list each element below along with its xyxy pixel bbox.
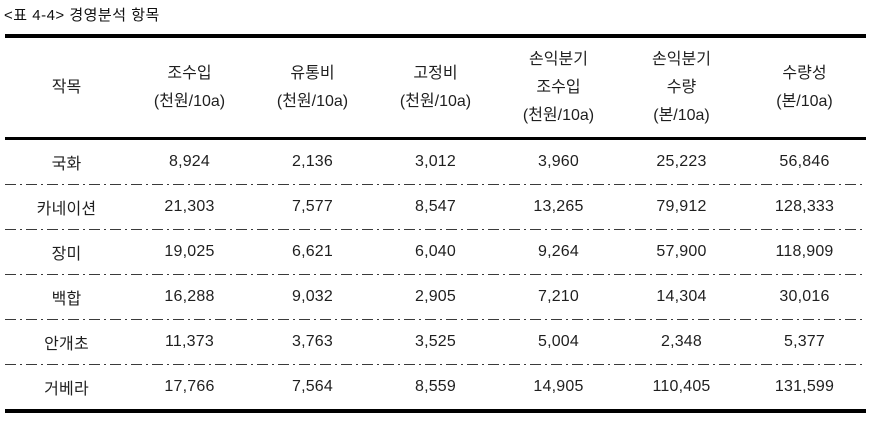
value-cell-fixed-cost: 6,040 <box>414 243 457 260</box>
table-row: 장미 19,025 6,621 6,040 9,264 57,900 118,909 <box>5 230 866 274</box>
value-cell-break-even-quantity: 79,912 <box>656 198 707 215</box>
value-cell-distribution-cost: 6,621 <box>291 243 334 260</box>
value-cell-break-even-gross-income: 9,264 <box>537 243 580 260</box>
header-label-line: 고정비 <box>413 64 458 82</box>
value-cell-gross-income: 11,373 <box>165 333 214 350</box>
header-label-line: (천원/10a) <box>276 92 349 110</box>
header-label-line: (천원/10a) <box>399 92 472 110</box>
header-label-line: 수량성 <box>782 64 827 82</box>
crop-name-cell: 장미 <box>51 246 82 263</box>
value-cell-break-even-quantity: 57,900 <box>656 243 707 260</box>
crop-name-cell: 거베라 <box>44 381 89 398</box>
row-separator <box>5 184 866 185</box>
value-cell-gross-income: 16,288 <box>164 288 215 305</box>
table-caption: <표 4-4> 경영분석 항목 <box>4 7 160 24</box>
crop-name-cell: 국화 <box>51 156 82 173</box>
value-cell-gross-income: 17,766 <box>164 378 215 395</box>
table-row: 카네이션 21,303 7,577 8,547 13,265 79,912 128,333 <box>5 185 866 229</box>
value-cell-gross-income: 8,924 <box>168 153 211 170</box>
value-cell-break-even-quantity: 14,304 <box>656 288 707 305</box>
header-label-line: 손익분기 <box>529 50 588 68</box>
header-label-line: 손익분기 <box>652 50 711 68</box>
value-cell-distribution-cost: 7,577 <box>291 198 334 215</box>
header-cell-yield: 수량성 (본/10a) <box>743 60 866 116</box>
value-cell-yield: 56,846 <box>779 153 830 170</box>
value-cell-fixed-cost: 3,012 <box>414 153 457 170</box>
table-row: 백합 16,288 9,032 2,905 7,210 14,304 30,016 <box>5 275 866 319</box>
table-body: 국화 8,924 2,136 3,012 3,960 25,223 56,846 카네이션 21… <box>5 140 866 413</box>
table-row: 국화 8,924 2,136 3,012 3,960 25,223 56,846 <box>5 140 866 184</box>
value-cell-distribution-cost: 7,564 <box>291 378 334 395</box>
row-separator <box>5 319 866 320</box>
crop-name-cell: 백합 <box>51 291 82 308</box>
value-cell-distribution-cost: 2,136 <box>291 153 334 170</box>
value-cell-break-even-gross-income: 5,004 <box>537 333 580 350</box>
value-cell-fixed-cost: 3,525 <box>414 333 457 350</box>
value-cell-yield: 131,599 <box>774 378 835 395</box>
value-cell-break-even-quantity: 110,405 <box>652 378 711 395</box>
row-separator <box>5 274 866 275</box>
header-label-line: 유통비 <box>290 64 335 82</box>
value-cell-yield: 5,377 <box>783 333 826 350</box>
crop-name-cell: 카네이션 <box>36 201 97 218</box>
header-cell-fixed-cost: 고정비 (천원/10a) <box>374 60 497 116</box>
value-cell-yield: 30,016 <box>779 288 830 305</box>
table-row: 거베라 17,766 7,564 8,559 14,905 110,405 131,599 <box>5 365 866 409</box>
value-cell-gross-income: 21,303 <box>164 198 215 215</box>
management-analysis-table: 작목 조수입 (천원/10a) 유통비 (천원/10a) 고정비 (천원/10a) 손익분기 조… <box>5 34 866 413</box>
value-cell-yield: 118,909 <box>775 243 834 260</box>
crop-name-cell: 안개초 <box>44 336 89 353</box>
header-cell-distribution-cost: 유통비 (천원/10a) <box>251 60 374 116</box>
value-cell-break-even-gross-income: 7,210 <box>537 288 580 305</box>
header-label-line: 작목 <box>51 78 82 96</box>
value-cell-distribution-cost: 3,763 <box>291 333 334 350</box>
table-row: 안개초 11,373 3,763 3,525 5,004 2,348 5,377 <box>5 320 866 364</box>
value-cell-break-even-gross-income: 13,265 <box>533 198 584 215</box>
header-label-line: 조수입 <box>536 78 581 96</box>
header-label-line: 조수입 <box>167 64 212 82</box>
value-cell-break-even-quantity: 25,223 <box>656 153 707 170</box>
row-separator <box>5 364 866 365</box>
value-cell-break-even-gross-income: 3,960 <box>537 153 580 170</box>
value-cell-yield: 128,333 <box>774 198 835 215</box>
header-cell-gross-income: 조수입 (천원/10a) <box>128 60 251 116</box>
value-cell-distribution-cost: 9,032 <box>291 288 334 305</box>
value-cell-gross-income: 19,025 <box>164 243 215 260</box>
header-label-line: 수량 <box>666 78 697 96</box>
value-cell-fixed-cost: 2,905 <box>414 288 457 305</box>
value-cell-break-even-quantity: 2,348 <box>660 333 703 350</box>
header-label-line: (천원/10a) <box>522 106 595 124</box>
table-header-row: 작목 조수입 (천원/10a) 유통비 (천원/10a) 고정비 (천원/10a) 손익분기 조… <box>5 34 866 140</box>
value-cell-fixed-cost: 8,559 <box>414 378 457 395</box>
row-separator <box>5 229 866 230</box>
header-label-line: (본/10a) <box>653 106 710 124</box>
header-label-line: (본/10a) <box>776 92 833 110</box>
value-cell-break-even-gross-income: 14,905 <box>533 378 584 395</box>
value-cell-fixed-cost: 8,547 <box>414 198 457 215</box>
header-label-line: (천원/10a) <box>153 92 226 110</box>
header-cell-crop: 작목 <box>5 74 128 102</box>
